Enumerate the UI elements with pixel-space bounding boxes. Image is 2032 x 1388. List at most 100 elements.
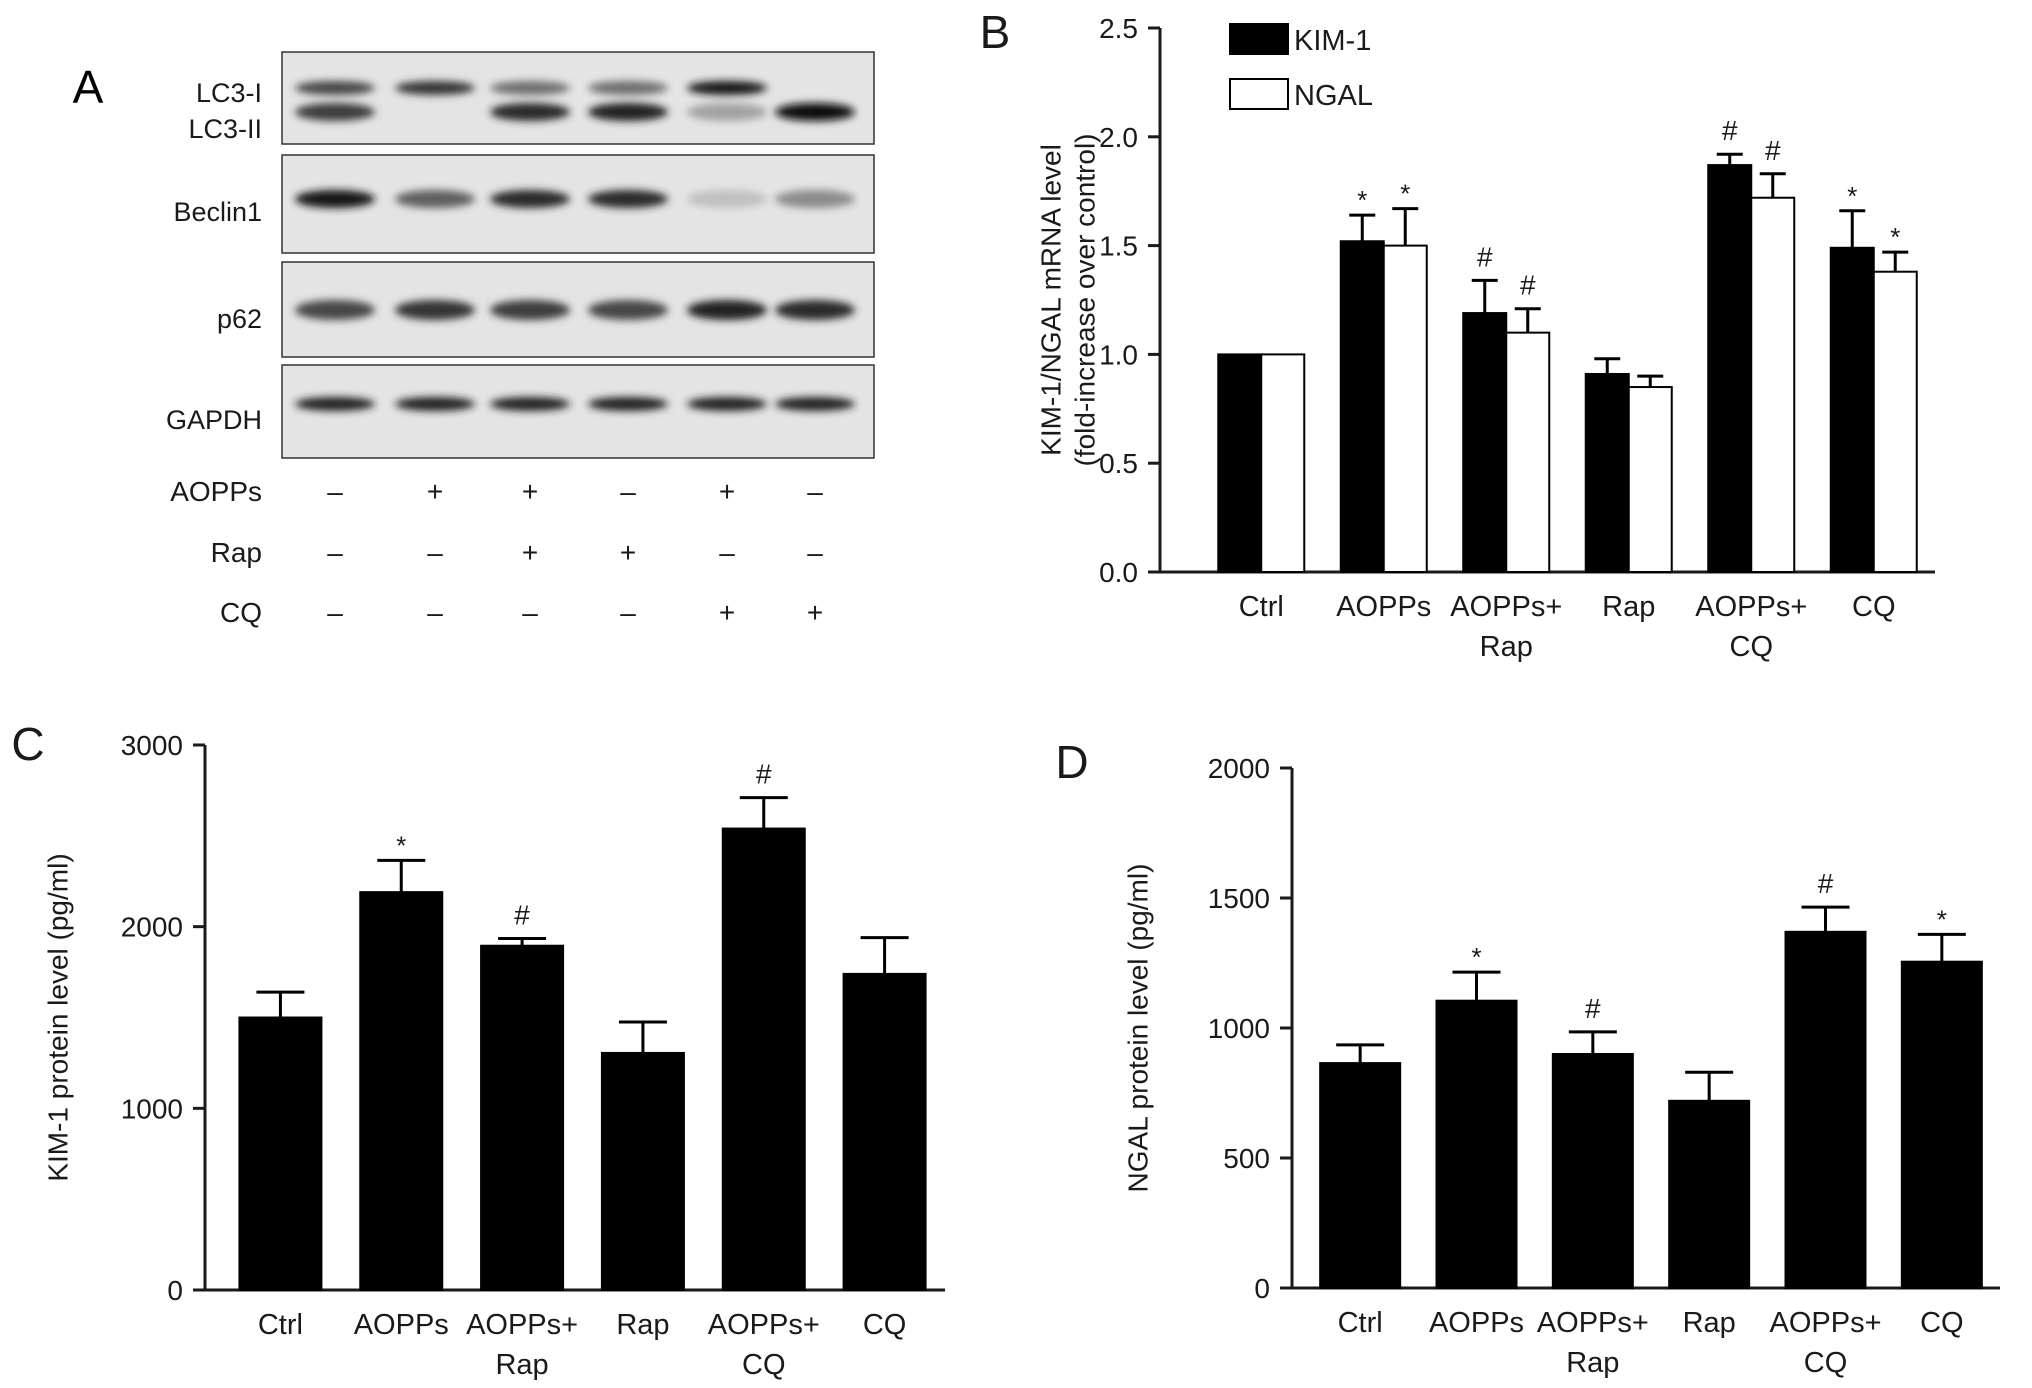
blot-label-p62: p62 (217, 304, 262, 334)
y-tick-label: 0 (167, 1275, 183, 1306)
blot-label-beclin1: Beclin1 (173, 197, 262, 227)
x-tick-label-ctrl: Ctrl (258, 1309, 303, 1341)
significance-asterisk: * (1847, 181, 1857, 211)
y-axis-label: NGAL protein level (pg/ml) (1122, 864, 1153, 1193)
significance-hash: # (1765, 135, 1781, 166)
y-tick-label: 0 (1254, 1273, 1270, 1304)
x-tick-label-aopps: AOPPs (1336, 591, 1431, 623)
ngal-bar-ctrl (1260, 353, 1306, 573)
bar-cq (842, 972, 927, 1292)
significance-hash: # (1818, 868, 1834, 899)
bar-aopps-rap (480, 944, 565, 1291)
significance-hash: # (1585, 993, 1601, 1024)
treatment-sign-cq-lane-4: – (620, 597, 636, 628)
panel-letter-c: C (11, 718, 44, 770)
band-p62-lane-2 (395, 300, 475, 320)
significance-asterisk: * (1471, 942, 1481, 972)
y-tick-label: 0.0 (1099, 557, 1138, 588)
band-lc3-i-lane-2 (395, 81, 475, 95)
panel-letter-a: A (73, 61, 104, 113)
bar-aopps (359, 891, 444, 1292)
x-tick-label-aopps-cq: AOPPs+ (1769, 1307, 1881, 1339)
x-tick-label-ctrl: Ctrl (1338, 1307, 1383, 1339)
band-p62-lane-4 (588, 300, 668, 320)
band-lc3-ii-lane-6 (775, 103, 855, 121)
x-tick-label-aopps-rap: Rap (495, 1349, 548, 1381)
blot-label-lc3-ii: LC3-II (188, 114, 262, 144)
significance-asterisk: * (1890, 222, 1900, 252)
y-tick-label: 1.0 (1099, 339, 1138, 370)
ngal-bar-rap (1627, 386, 1673, 574)
band-gapdh-lane-3 (490, 397, 570, 411)
significance-hash: # (1520, 270, 1536, 301)
y-tick-label: 1000 (1208, 1013, 1270, 1044)
y-tick-label: 2000 (121, 912, 183, 943)
x-tick-label-cq: CQ (1920, 1307, 1964, 1339)
x-tick-label-aopps-rap: Rap (1566, 1347, 1619, 1379)
treatment-sign-aopps-lane-3: + (522, 476, 538, 507)
band-lc3-i-lane-5 (687, 81, 767, 95)
y-tick-label: 2000 (1208, 753, 1270, 784)
x-tick-label-aopps: AOPPs (354, 1309, 449, 1341)
kim-1-bar-aopps-rap (1462, 312, 1508, 573)
legend-label-ngal: NGAL (1294, 80, 1373, 112)
significance-hash: # (514, 899, 530, 930)
band-beclin1-lane-6 (775, 190, 855, 208)
y-tick-label: 1.5 (1099, 231, 1138, 262)
x-tick-label-aopps-cq: AOPPs+ (1695, 591, 1807, 623)
bar-aopps-cq (721, 827, 806, 1291)
x-tick-label-rap: Rap (1602, 591, 1655, 623)
y-tick-label: 0.5 (1099, 448, 1138, 479)
band-lc3-i-lane-1 (295, 81, 375, 95)
treatment-sign-aopps-lane-4: – (620, 476, 636, 507)
band-gapdh-lane-4 (588, 397, 668, 411)
significance-hash: # (1477, 241, 1493, 272)
significance-asterisk: * (1357, 185, 1367, 215)
blot-membrane (281, 154, 875, 254)
band-gapdh-lane-5 (687, 397, 767, 411)
bar-rap (1668, 1099, 1751, 1290)
legend-swatch-kim-1 (1229, 23, 1289, 55)
band-beclin1-lane-4 (588, 190, 668, 208)
treatment-label-rap: Rap (211, 537, 262, 568)
treatment-sign-rap-lane-5: – (719, 537, 735, 568)
treatment-sign-rap-lane-1: – (327, 537, 343, 568)
ngal-bar-aopps-cq (1750, 196, 1796, 573)
bar-aopps-rap (1551, 1053, 1634, 1289)
significance-asterisk: * (1400, 179, 1410, 209)
panel-b-mrna-chart: B 0.0 0.5 1.0 1.5 2.0 2.5 KIM-1/NGAL mRNA level… (980, 6, 1935, 663)
band-beclin1-lane-3 (490, 190, 570, 208)
blot-label-gapdh: GAPDH (166, 405, 262, 435)
y-axis-label: KIM-1 protein level (pg/ml) (42, 853, 73, 1181)
treatment-label-aopps: AOPPs (170, 476, 262, 507)
band-p62-lane-5 (687, 300, 767, 320)
x-tick-label-aopps-rap: AOPPs+ (466, 1309, 578, 1341)
band-p62-lane-3 (490, 300, 570, 320)
band-lc3-i-lane-3 (490, 81, 570, 95)
band-lc3-i-lane-4 (588, 81, 668, 95)
panel-c-kim1-protein-chart: C 0 1000 2000 3000 KIM-1 protein level (pg/ml… (11, 718, 945, 1381)
bar-aopps (1435, 999, 1518, 1289)
significance-asterisk: * (396, 830, 406, 860)
x-tick-label-cq: CQ (1852, 591, 1896, 623)
band-lc3-ii-lane-3 (490, 103, 570, 121)
legend-label-kim-1: KIM-1 (1294, 25, 1371, 57)
treatment-sign-aopps-lane-2: + (427, 476, 443, 507)
bar-rap (600, 1051, 685, 1292)
panel-a-western-blot: A LC3-I LC3-II Beclin1 p62 GAPDH AOPPs – + + – + – Ra… (73, 51, 875, 628)
treatment-sign-aopps-lane-5: + (719, 476, 735, 507)
band-beclin1-lane-1 (295, 190, 375, 208)
y-axis-label: KIM-1/NGAL mRNA level (1035, 144, 1066, 456)
band-lc3-ii-lane-1 (295, 103, 375, 121)
band-beclin1-lane-2 (395, 190, 475, 208)
band-gapdh-lane-6 (775, 397, 855, 411)
x-tick-label-aopps-rap: AOPPs+ (1450, 591, 1562, 623)
band-gapdh-lane-1 (295, 397, 375, 411)
x-tick-label-aopps-rap: AOPPs+ (1537, 1307, 1649, 1339)
blot-membrane (281, 51, 875, 145)
y-tick-label: 2.5 (1099, 13, 1138, 44)
legend-swatch-ngal (1229, 78, 1289, 110)
blot-membrane (281, 364, 875, 459)
panel-letter-b: B (980, 6, 1011, 58)
